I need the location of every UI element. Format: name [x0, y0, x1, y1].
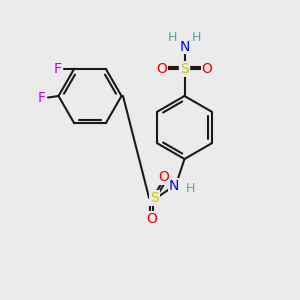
Text: S: S [180, 62, 189, 76]
Text: N: N [179, 40, 190, 53]
Text: O: O [146, 212, 157, 226]
Text: O: O [158, 170, 169, 184]
Text: F: F [54, 62, 62, 76]
Text: S: S [150, 191, 159, 205]
Text: O: O [202, 62, 212, 76]
Text: H: H [168, 31, 177, 44]
Text: H: H [192, 31, 201, 44]
Text: F: F [38, 91, 46, 104]
Text: H: H [186, 182, 195, 196]
Text: O: O [157, 62, 167, 76]
Text: N: N [169, 179, 179, 193]
